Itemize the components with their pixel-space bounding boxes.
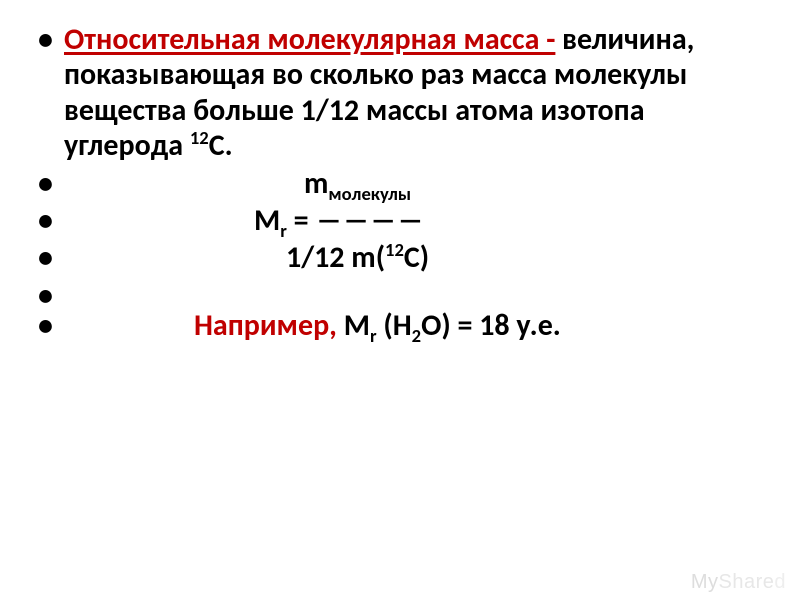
lhs-M: М bbox=[254, 202, 280, 239]
denom-sup: 12 bbox=[385, 238, 404, 261]
watermark-a: My bbox=[691, 571, 719, 593]
space bbox=[337, 307, 344, 344]
example-item: Например, Мr (Н2О) = 18 у.е. bbox=[34, 308, 766, 343]
watermark: MyShared bbox=[691, 571, 786, 594]
formula-denominator: 1/12 m(12С) bbox=[34, 240, 766, 275]
example-tail: О) = 18 у.е. bbox=[421, 307, 561, 344]
denom-prefix: 1/12 m( bbox=[286, 239, 385, 276]
slide: Относительная молекулярная масса - велич… bbox=[0, 0, 800, 600]
example-M: М bbox=[344, 307, 370, 344]
bullet-list: Относительная молекулярная масса - велич… bbox=[34, 22, 766, 276]
example-mid: (Н bbox=[377, 307, 412, 344]
bullet-list-2: Например, Мr (Н2О) = 18 у.е. bbox=[34, 308, 766, 343]
eq-bar: = ―――― bbox=[287, 202, 424, 239]
formula-numerator: mмолекулы bbox=[34, 166, 766, 201]
formula-lhs: Мr = ―――― bbox=[34, 203, 766, 238]
numerator-m: m bbox=[304, 165, 328, 202]
isotope-elem: С. bbox=[209, 127, 233, 164]
watermark-c: d bbox=[774, 571, 786, 593]
definition-item: Относительная молекулярная масса - велич… bbox=[34, 22, 766, 164]
example-M-sub: r bbox=[370, 324, 377, 347]
watermark-b: Share bbox=[719, 571, 775, 593]
denom-elem: С) bbox=[404, 239, 429, 276]
example-h2-sub: 2 bbox=[412, 324, 421, 347]
example-lead: Например, bbox=[194, 307, 337, 344]
isotope-sup: 12 bbox=[190, 126, 209, 149]
term-text: Относительная молекулярная масса - bbox=[64, 21, 555, 58]
gap bbox=[34, 278, 766, 308]
